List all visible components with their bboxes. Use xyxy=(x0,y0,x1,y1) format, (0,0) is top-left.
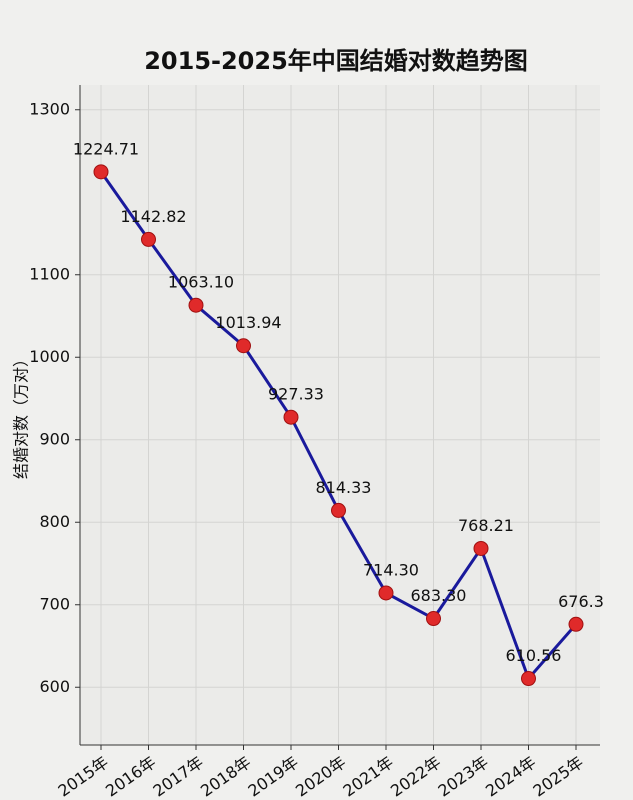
data-label: 1142.82 xyxy=(120,207,186,226)
data-label: 1013.94 xyxy=(215,313,281,332)
x-tick-label: 2017年 xyxy=(150,752,207,800)
data-label: 814.33 xyxy=(316,478,372,497)
marker xyxy=(236,338,251,354)
x-tick-label: 2016年 xyxy=(102,752,159,800)
y-tick-label: 600 xyxy=(39,677,70,696)
x-tick-label: 2020年 xyxy=(292,752,349,800)
data-label: 714.30 xyxy=(363,560,419,579)
x-tick-label: 2018年 xyxy=(197,752,254,800)
y-tick-label: 700 xyxy=(39,594,70,613)
data-label: 768.21 xyxy=(458,516,514,535)
y-tick-label: 1000 xyxy=(29,347,70,366)
marker xyxy=(141,231,156,247)
x-tick-label: 2019年 xyxy=(245,752,302,800)
y-tick-label: 900 xyxy=(39,429,70,448)
chart-title: 2015-2025年中国结婚对数趋势图 xyxy=(144,47,528,75)
marker xyxy=(426,611,441,627)
marker xyxy=(283,409,299,425)
marker xyxy=(568,616,584,632)
y-tick-label: 800 xyxy=(39,512,70,531)
x-tick-label: 2023年 xyxy=(435,752,492,800)
data-label: 1063.10 xyxy=(168,273,234,292)
data-label: 676.3 xyxy=(558,592,604,611)
data-label: 610.56 xyxy=(506,646,562,665)
data-label: 1224.71 xyxy=(73,139,139,158)
x-tick-label: 2025年 xyxy=(530,752,587,800)
y-tick-label: 1100 xyxy=(29,264,70,283)
data-label: 683.30 xyxy=(411,586,467,605)
y-tick-label: 1300 xyxy=(29,99,70,118)
marker xyxy=(93,164,109,180)
marker xyxy=(331,502,346,518)
x-tick-label: 2022年 xyxy=(387,752,444,800)
x-tick-label: 2015年 xyxy=(55,752,112,800)
marker xyxy=(188,297,204,313)
marker xyxy=(473,540,489,556)
marker xyxy=(378,585,394,601)
x-tick-label: 2021年 xyxy=(340,752,397,800)
data-label: 927.33 xyxy=(268,385,324,404)
y-axis-label: 结婚对数（万对） xyxy=(12,351,31,479)
marker xyxy=(521,671,536,687)
x-tick-label: 2024年 xyxy=(482,752,539,800)
